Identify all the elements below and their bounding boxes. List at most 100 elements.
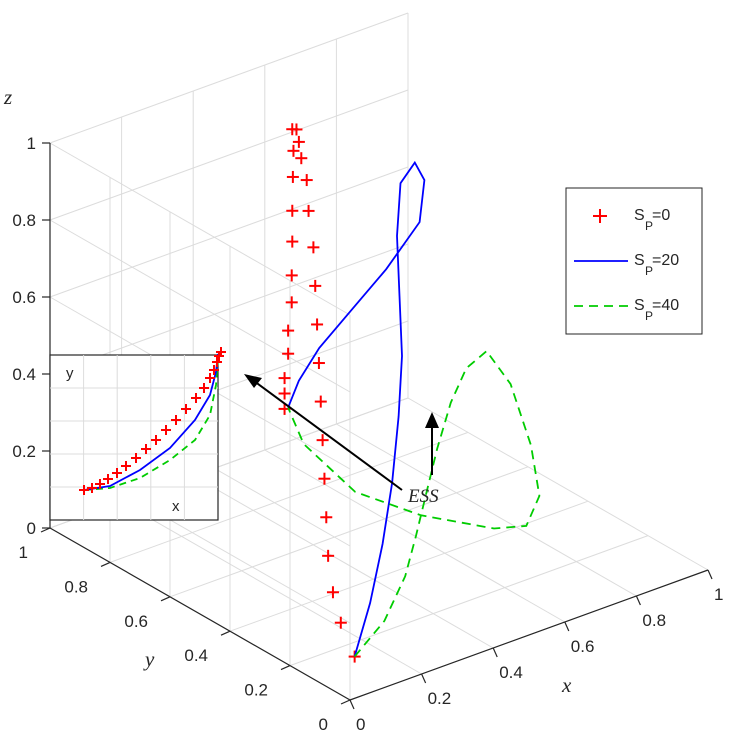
inset-pointer-arrowhead xyxy=(244,374,262,388)
x-tick-label: 1 xyxy=(714,585,723,604)
series-0-marker xyxy=(316,434,329,447)
series-0-marker xyxy=(314,395,327,408)
inset-series-0-marker xyxy=(87,483,97,493)
inset-series xyxy=(79,347,226,495)
series-0-marker xyxy=(285,269,298,282)
y-tick-label: 0.6 xyxy=(124,612,148,631)
z-tick-label: 0 xyxy=(27,519,36,538)
x-tick xyxy=(707,569,713,580)
x-tick-label: 0.2 xyxy=(428,689,452,708)
ess-arrowhead xyxy=(425,412,439,428)
series-0-marker xyxy=(302,204,315,217)
series-2-line xyxy=(287,349,541,658)
inset-plot: y x xyxy=(49,347,226,521)
grid-line xyxy=(407,397,709,571)
inset-series-0-marker xyxy=(209,365,219,375)
grid-line xyxy=(336,423,637,597)
legend-symbol: S xyxy=(634,252,645,269)
legend-entry-2: SP=40 xyxy=(574,297,679,323)
inset-series-0-marker xyxy=(131,453,141,463)
legend-value: =0 xyxy=(652,207,670,224)
series-0-marker xyxy=(322,549,335,562)
series-0-marker xyxy=(295,152,308,165)
y-tick xyxy=(280,665,291,671)
y-tick-label: 0 xyxy=(319,715,328,734)
z-axis-label: z xyxy=(3,85,12,109)
x-tick xyxy=(635,595,641,606)
legend-subscript: P xyxy=(645,309,653,323)
inset-series-0-marker xyxy=(181,404,191,414)
inset-series-0-marker xyxy=(212,357,222,367)
y-tick-label: 0.2 xyxy=(244,681,268,700)
inset-frame xyxy=(49,354,219,521)
z-tick-label: 0.8 xyxy=(12,211,36,230)
inset-series-0-marker xyxy=(121,461,131,471)
x-tick xyxy=(492,647,498,658)
z-tick-label: 0.6 xyxy=(12,288,36,307)
y-axis-label: y xyxy=(143,647,155,671)
grid-line xyxy=(49,142,351,316)
y-tick-label: 0.4 xyxy=(184,646,208,665)
grid-line xyxy=(49,166,409,298)
series-0-marker xyxy=(320,511,333,524)
inset-series-0-marker xyxy=(199,383,209,393)
tick-labels: 0 0 0 0.2 0.2 0.2 0.4 0.4 0.4 0.6 0.6 0.6 0.8 0.8 0.8 1… xyxy=(12,134,723,734)
series-layer xyxy=(278,123,541,663)
x-tick-label: 0 xyxy=(356,715,365,734)
z-tick-label: 1 xyxy=(27,134,36,153)
inset-pointer-arrow xyxy=(253,380,403,491)
grid-line xyxy=(109,431,469,563)
inset-series-0-marker xyxy=(216,347,226,357)
y-tick-label: 0.8 xyxy=(64,577,88,596)
z-tick-label: 0.4 xyxy=(12,365,36,384)
series-1-line xyxy=(287,160,426,657)
series-0-marker xyxy=(286,123,299,136)
z-tick-label: 0.2 xyxy=(12,442,36,461)
x-tick-label: 0.4 xyxy=(499,663,523,682)
series-0-marker xyxy=(312,357,325,370)
x-tick-label: 0.6 xyxy=(571,637,595,656)
inset-x-label: x xyxy=(172,498,180,515)
series-0-marker xyxy=(300,174,313,187)
series-0-marker xyxy=(282,324,295,337)
grid-line xyxy=(229,500,589,632)
grid-line xyxy=(169,466,529,598)
series-0-marker xyxy=(318,472,331,485)
grid-line xyxy=(121,501,422,675)
grid-line xyxy=(49,12,409,144)
x-tick xyxy=(421,673,427,684)
legend-value: =40 xyxy=(652,297,679,314)
inset-grid xyxy=(50,355,218,520)
series-0-marker xyxy=(292,135,305,148)
inset-series-0-marker xyxy=(205,373,215,383)
legend-symbol: S xyxy=(634,207,645,224)
inset-series-0-marker xyxy=(79,485,89,495)
series-0-marker xyxy=(282,347,295,360)
inset-series-0-marker xyxy=(112,468,122,478)
grid-line xyxy=(49,219,351,393)
y-tick-label: 1 xyxy=(19,543,28,562)
legend-subscript: P xyxy=(645,264,653,278)
series-0-marker xyxy=(278,372,291,385)
inset-series-0-marker xyxy=(161,425,171,435)
inset-series-0-marker xyxy=(95,479,105,489)
x-tick-label: 0.8 xyxy=(642,611,666,630)
inset-series-0-marker xyxy=(103,474,113,484)
legend-symbol: S xyxy=(634,297,645,314)
grid-line xyxy=(49,243,409,375)
series-0-marker xyxy=(286,235,299,248)
inset-series-0-marker xyxy=(171,415,181,425)
grid-line xyxy=(289,535,649,667)
legend-entry-0: SP=0 xyxy=(593,207,670,233)
series-0-marker xyxy=(285,296,298,309)
y-axis-line xyxy=(49,527,351,701)
x-tick xyxy=(564,621,570,632)
grid-line xyxy=(192,475,494,649)
series-0-marker xyxy=(326,586,339,599)
legend-subscript: P xyxy=(645,219,653,233)
series-0-marker xyxy=(311,318,324,331)
inset-series-2-line xyxy=(83,357,219,491)
series-0-marker xyxy=(309,279,322,292)
y-tick xyxy=(340,699,351,705)
